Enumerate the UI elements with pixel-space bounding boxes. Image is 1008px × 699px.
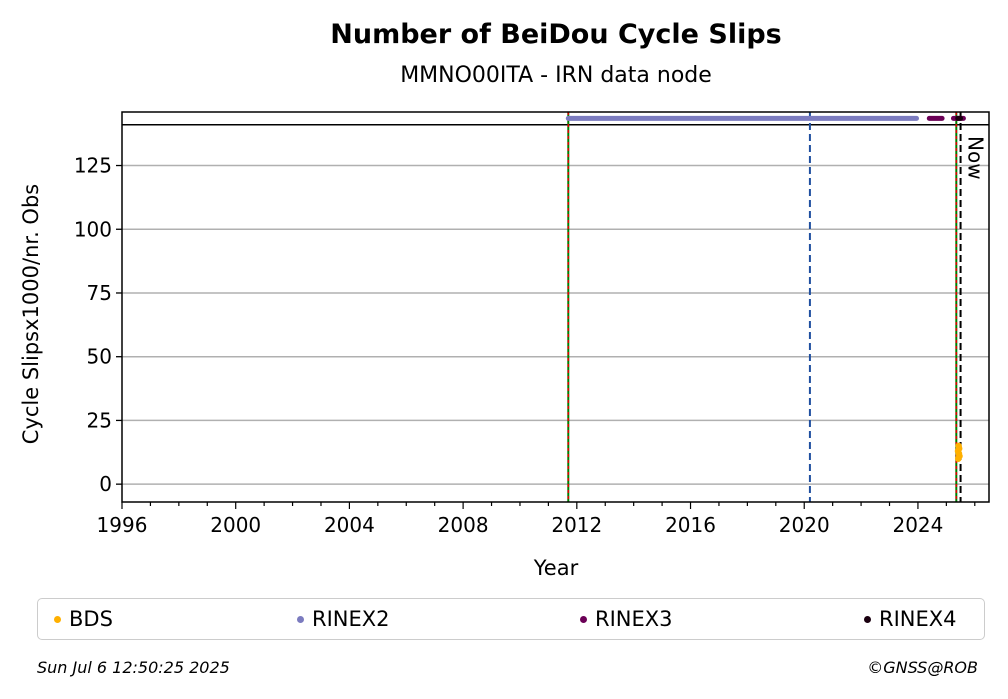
credit: ©GNSS@ROB (867, 658, 978, 677)
x-tick-label: 2008 (438, 513, 489, 537)
legend: BDS RINEX2 RINEX3 RINEX4 (37, 598, 985, 640)
legend-label-rinex4: RINEX4 (879, 607, 957, 631)
y-axis-label: Cycle Slipsx1000/nr. Obs (19, 184, 43, 444)
legend-marker-rinex2 (297, 615, 304, 623)
y-tick-label: 125 (74, 154, 112, 178)
legend-item-rinex2: RINEX2 (297, 599, 390, 639)
x-tick-label: 2012 (551, 513, 602, 537)
x-axis-label: Year (533, 556, 579, 580)
legend-marker-rinex3 (580, 615, 587, 623)
x-tick-label: 2020 (779, 513, 830, 537)
legend-marker-bds (54, 615, 61, 623)
y-tick-label: 100 (74, 217, 112, 241)
data-point-bds (954, 447, 962, 455)
y-tick-label: 0 (99, 472, 112, 496)
x-tick-label: 1996 (97, 513, 148, 537)
x-tick-label: 2024 (892, 513, 943, 537)
legend-label-rinex2: RINEX2 (312, 607, 390, 631)
plot-frame (121, 111, 990, 503)
legend-item-bds: BDS (54, 599, 113, 639)
chart-title: Number of BeiDou Cycle Slips (330, 19, 781, 50)
data-point-bds (956, 452, 963, 460)
now-label: Now (964, 136, 988, 180)
chart: Number of BeiDou Cycle Slips MMNO00ITA -… (19, 19, 990, 580)
x-tick-label: 2004 (324, 513, 375, 537)
x-tick-label: 2000 (210, 513, 261, 537)
legend-label-bds: BDS (69, 607, 113, 631)
timestamp: Sun Jul 6 12:50:25 2025 (37, 658, 230, 677)
y-tick-label: 25 (87, 408, 112, 432)
legend-marker-rinex4 (864, 615, 871, 623)
data-point-bds (955, 442, 962, 450)
legend-item-rinex4: RINEX4 (864, 599, 957, 639)
y-tick-label: 50 (87, 345, 112, 369)
y-tick-label: 75 (87, 281, 112, 305)
chart-subtitle: MMNO00ITA - IRN data node (400, 63, 712, 88)
legend-label-rinex3: RINEX3 (595, 607, 673, 631)
legend-item-rinex3: RINEX3 (580, 599, 673, 639)
x-tick-label: 2016 (665, 513, 716, 537)
